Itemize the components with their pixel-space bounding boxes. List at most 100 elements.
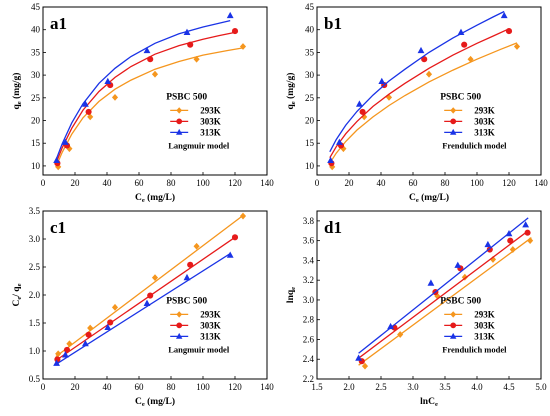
y-tick-label: 3.5 bbox=[29, 206, 41, 216]
data-point-303K bbox=[524, 229, 531, 236]
panel-label: a1 bbox=[50, 14, 67, 33]
data-point-293K bbox=[151, 70, 159, 78]
legend-marker-313K bbox=[450, 128, 457, 135]
data-point-313K bbox=[104, 323, 112, 331]
legend-entry-293K: 293K bbox=[474, 105, 495, 115]
y-tick-label: 25 bbox=[305, 93, 315, 103]
model-label: Frendulich model bbox=[442, 140, 507, 150]
data-point-313K bbox=[143, 46, 151, 54]
data-point-303K bbox=[147, 292, 154, 299]
y-tick-label: 10 bbox=[31, 161, 41, 171]
data-point-313K bbox=[82, 100, 89, 107]
model-label: Frendulich model bbox=[442, 344, 507, 354]
x-tick-label: 100 bbox=[196, 178, 210, 188]
fit-line-303K bbox=[358, 230, 529, 359]
x-tick-label: 140 bbox=[534, 178, 548, 188]
y-axis-label-sub2: e bbox=[16, 283, 23, 286]
fit-line-303K bbox=[55, 236, 236, 362]
x-tick-label: 140 bbox=[260, 178, 274, 188]
x-tick-label: 40 bbox=[377, 178, 387, 188]
data-point-293K bbox=[66, 145, 73, 153]
legend-entry-303K: 303K bbox=[474, 116, 495, 126]
data-point-293K bbox=[340, 145, 347, 153]
data-point-313K bbox=[355, 354, 362, 361]
x-tick-label: 120 bbox=[228, 178, 242, 188]
y-tick-label: 3.0 bbox=[303, 295, 315, 305]
data-point-313K bbox=[356, 100, 363, 107]
x-tick-label: 20 bbox=[71, 178, 81, 188]
legend-title: PSBC 500 bbox=[166, 92, 207, 102]
x-axis-label: Ce (mg/L) bbox=[409, 192, 449, 204]
x-tick-label: 2.0 bbox=[343, 382, 355, 392]
x-axis-label: Ce (mg/L) bbox=[135, 192, 175, 204]
data-point-303K bbox=[85, 331, 92, 338]
x-axis-label-main: C bbox=[135, 193, 142, 203]
x-axis-label: Ce (mg/L) bbox=[135, 396, 175, 408]
x-tick-label: 40 bbox=[103, 382, 113, 392]
fit-line-313K bbox=[329, 10, 505, 153]
y-axis-label-rest: / q bbox=[12, 286, 22, 298]
data-point-313K bbox=[522, 221, 530, 228]
fit-line-303K bbox=[55, 31, 236, 164]
x-tick-label: 0 bbox=[41, 382, 46, 392]
x-tick-label: 0 bbox=[315, 178, 320, 188]
legend-title: PSBC 500 bbox=[166, 296, 207, 306]
y-tick-label: 40 bbox=[31, 25, 41, 35]
data-point-313K bbox=[417, 46, 425, 54]
data-point-293K bbox=[239, 43, 247, 50]
x-axis-label: lnCe bbox=[420, 397, 438, 408]
data-point-293K bbox=[66, 340, 73, 348]
data-point-303K bbox=[85, 108, 92, 115]
data-point-313K bbox=[53, 156, 60, 164]
data-point-313K bbox=[505, 229, 513, 237]
chart-panel-a1: 0 20 40 60 80 100 120 140 10 15 20 25 30 35 40 45 Ce (mg… bbox=[11, 2, 274, 204]
x-tick-label: 40 bbox=[103, 178, 113, 188]
y-tick-label: 3.4 bbox=[303, 255, 315, 265]
data-point-303K bbox=[505, 28, 513, 35]
legend-entry-313K: 313K bbox=[474, 331, 495, 341]
legend-entry-293K: 293K bbox=[474, 309, 495, 319]
data-point-293K bbox=[361, 362, 369, 370]
x-tick-label: 5.0 bbox=[535, 382, 547, 392]
data-point-313K bbox=[226, 251, 234, 258]
x-axis-label-rest: (mg/L) bbox=[145, 396, 175, 407]
x-axis-label-rest: (mg/L) bbox=[419, 192, 449, 203]
data-point-293K bbox=[151, 274, 159, 282]
data-point-303K bbox=[461, 41, 468, 48]
data-point-303K bbox=[507, 237, 514, 244]
y-axis-label-main: C bbox=[12, 299, 22, 306]
y-tick-label: 2.6 bbox=[303, 334, 315, 344]
data-point-313K bbox=[183, 273, 191, 281]
data-point-313K bbox=[143, 299, 151, 306]
y-tick-label: 0.5 bbox=[29, 374, 41, 384]
data-point-303K bbox=[107, 319, 114, 326]
fit-line-293K bbox=[329, 42, 518, 164]
legend-entry-303K: 303K bbox=[474, 320, 495, 330]
y-tick-label: 35 bbox=[305, 47, 315, 57]
y-axis-label-main: q bbox=[12, 103, 22, 109]
x-tick-label: 3.5 bbox=[439, 382, 451, 392]
y-tick-label: 40 bbox=[305, 25, 315, 35]
data-point-313K bbox=[226, 11, 234, 19]
data-point-313K bbox=[327, 156, 334, 164]
x-tick-label: 1.5 bbox=[311, 382, 323, 392]
data-point-313K bbox=[104, 77, 112, 85]
y-tick-label: 2.4 bbox=[303, 354, 315, 364]
legend-title: PSBC 500 bbox=[440, 296, 481, 306]
legend-marker-303K bbox=[176, 322, 183, 329]
data-point-313K bbox=[484, 240, 492, 248]
y-axis-label: qe (mg/g) bbox=[285, 73, 297, 110]
y-tick-label: 20 bbox=[305, 116, 315, 126]
data-point-303K bbox=[421, 56, 428, 63]
y-tick-label: 25 bbox=[31, 93, 41, 103]
data-point-293K bbox=[385, 93, 393, 101]
legend-entry-313K: 313K bbox=[200, 331, 221, 341]
data-point-313K bbox=[53, 359, 60, 366]
x-tick-label: 60 bbox=[135, 178, 145, 188]
legend-entry-293K: 293K bbox=[200, 105, 221, 115]
x-tick-label: 80 bbox=[167, 178, 177, 188]
y-axis-label-sub: e bbox=[290, 287, 297, 290]
x-tick-label: 120 bbox=[502, 178, 516, 188]
data-point-313K bbox=[62, 138, 69, 145]
